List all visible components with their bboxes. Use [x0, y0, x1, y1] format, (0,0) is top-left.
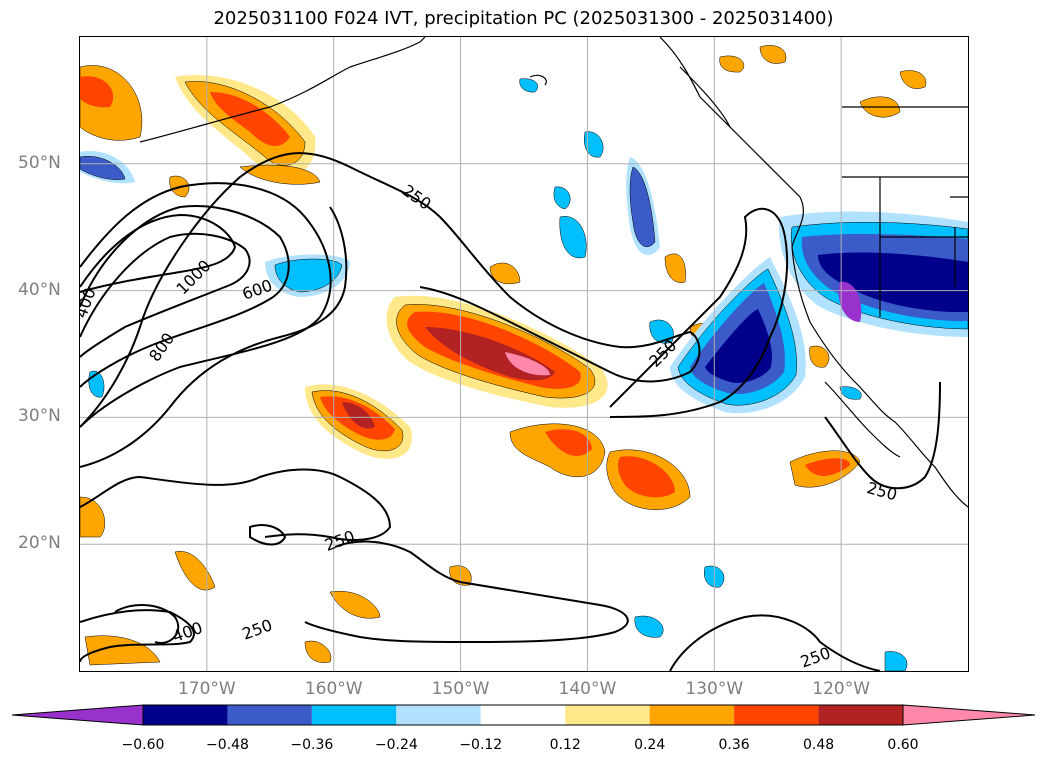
precip-blob	[649, 319, 674, 344]
contour-label-group: 600	[240, 276, 275, 304]
colorbar-box	[480, 705, 566, 725]
precip-blob	[210, 92, 290, 147]
precip-blob	[519, 78, 538, 93]
colorbar-box	[649, 705, 735, 725]
colorbar-tick-label: 0.60	[887, 737, 919, 753]
colorbar-extend-high	[902, 704, 1036, 726]
colorbar-box	[818, 705, 903, 725]
colorbar-tick-label: −0.60	[121, 737, 165, 753]
colorbar-box	[734, 705, 819, 725]
longitude-label: 170°W	[177, 679, 236, 699]
colorbar-box	[311, 705, 397, 725]
precip-blob	[489, 262, 521, 285]
colorbar-tick-label: −0.48	[205, 737, 249, 753]
precip-blob	[174, 551, 216, 591]
longitude-label: 120°W	[812, 679, 871, 699]
precip-blob	[584, 131, 604, 158]
precip-blob	[617, 456, 675, 498]
contour-label: 250	[240, 615, 275, 643]
precip-blob	[80, 76, 114, 108]
latitude-label: 30°N	[18, 406, 61, 427]
latitude-label: 20°N	[18, 533, 61, 554]
colorbar-outline	[142, 704, 904, 726]
precip-blob	[809, 345, 830, 368]
precip-blob	[818, 252, 968, 313]
precip-blob	[884, 651, 908, 671]
map-panel[interactable]: 250 250 250 250 250 250 400 400 600 800 1000	[79, 36, 969, 672]
precip-positive-anomalies	[80, 45, 927, 666]
precip-blob	[634, 615, 664, 638]
longitude-label: 150°W	[431, 679, 490, 699]
precip-blob	[839, 386, 862, 400]
colorbar-box	[565, 705, 650, 725]
contour-label-group: 800	[145, 329, 178, 365]
colorbar-tick-label: −0.36	[290, 737, 334, 753]
contour-label-group: 250	[240, 615, 275, 643]
colorbar-tick-label: 0.48	[802, 737, 835, 753]
precip-blob	[629, 166, 656, 247]
contour-label: 400	[170, 618, 205, 646]
precip-blob	[719, 55, 745, 73]
longitude-label: 140°W	[558, 679, 617, 699]
ivt-contours	[80, 152, 941, 671]
coastlines	[139, 37, 968, 508]
contour-label-group: 250	[865, 478, 899, 504]
contour-label-group: 250	[798, 643, 833, 671]
precip-blob	[80, 496, 106, 538]
colorbar-box	[143, 705, 228, 725]
colorbar-box	[227, 705, 312, 725]
precip-blob	[239, 164, 321, 185]
longitude-label: 130°W	[685, 679, 744, 699]
colorbar-tick-label: 0.12	[549, 737, 581, 753]
contour-label: 250	[798, 643, 833, 671]
precip-blob	[805, 458, 850, 476]
contour-label-group: 250	[322, 527, 357, 555]
precip-blob	[304, 640, 332, 663]
contour-label-group: 400	[80, 285, 100, 320]
latitude-label: 50°N	[18, 152, 61, 173]
precip-blob	[759, 45, 787, 64]
colorbar-tick-label: 0.24	[634, 737, 666, 753]
colorbar-tick-label: 0.36	[718, 737, 750, 753]
precip-blob	[80, 155, 126, 180]
colorbar-tick-label: −0.12	[459, 737, 503, 753]
precip-blob	[559, 216, 587, 259]
contour-label: 250	[865, 478, 899, 504]
contour-label: 250	[322, 527, 357, 555]
precip-blob	[899, 70, 927, 89]
graticule	[80, 37, 968, 671]
precip-blob	[553, 186, 571, 210]
precip-blob	[545, 429, 592, 456]
precip-blob	[664, 253, 686, 283]
latitude-label: 40°N	[18, 279, 61, 300]
precip-blob	[705, 309, 772, 383]
precip-blob	[329, 590, 381, 619]
map-title: 2025031100 F024 IVT, precipitation PC (2…	[213, 8, 834, 29]
colorbar	[11, 704, 1036, 726]
precip-blob	[838, 281, 862, 322]
colorbar-tick-label: −0.24	[374, 737, 418, 753]
colorbar-box	[396, 705, 481, 725]
colorbar-extend-low	[11, 704, 144, 726]
longitude-label: 160°W	[304, 679, 363, 699]
precip-blob	[84, 635, 161, 666]
precip-blob	[342, 402, 375, 429]
precip-blob	[274, 258, 343, 293]
precip-blob	[505, 352, 550, 376]
